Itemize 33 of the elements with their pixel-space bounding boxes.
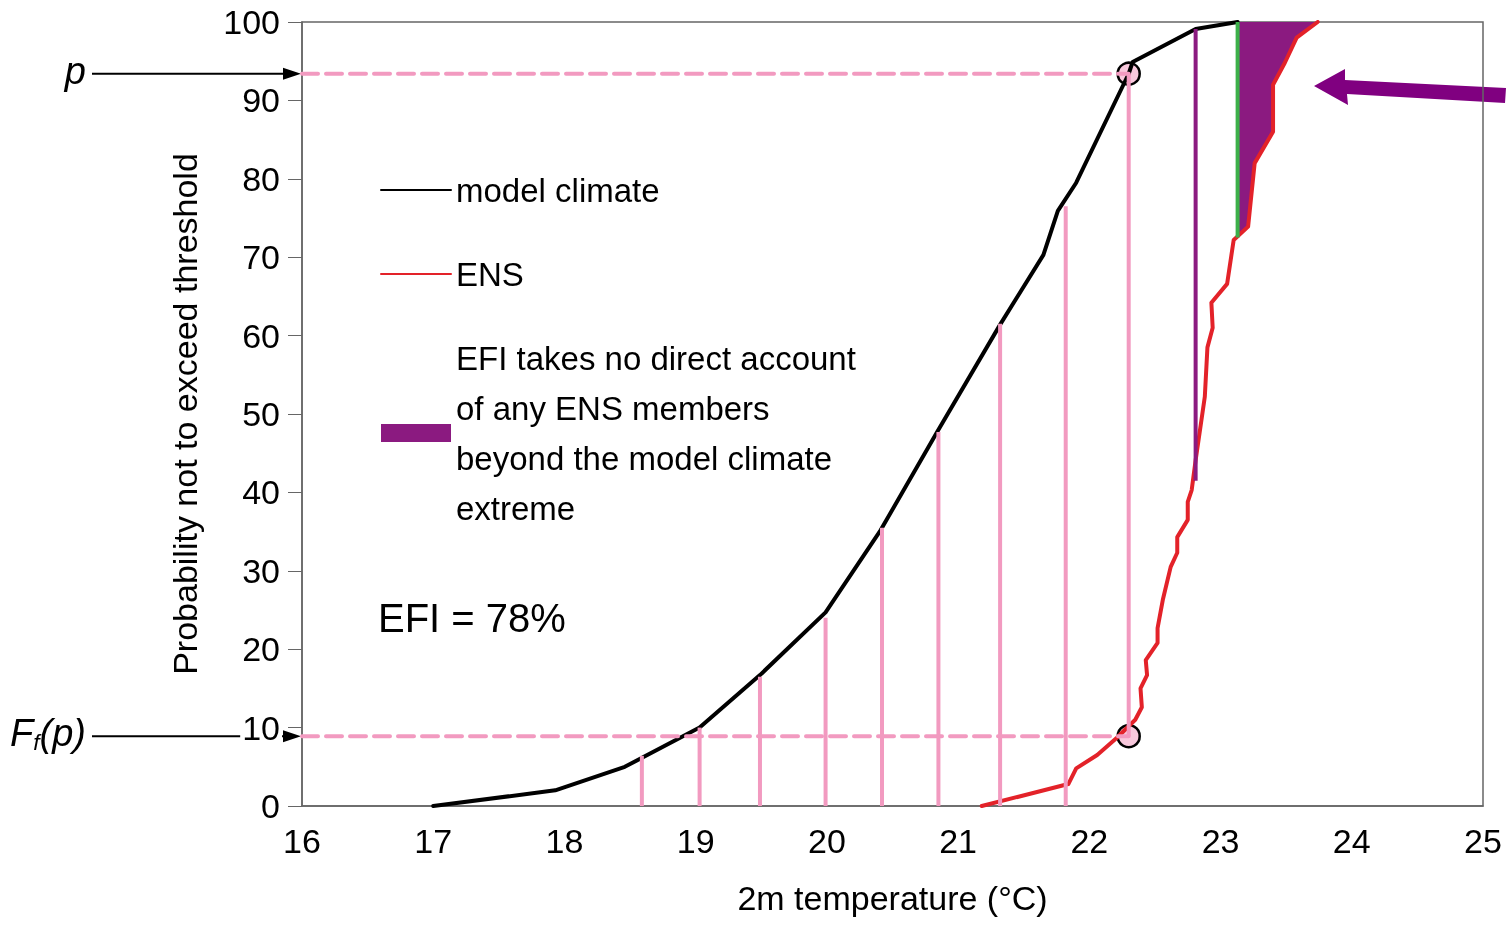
line-series: [979, 20, 1320, 808]
text: Ff(p): [10, 712, 87, 755]
y-tick-label: 70: [242, 238, 280, 277]
y-tick-label: 20: [242, 630, 280, 669]
legend-label: model climate: [456, 171, 660, 209]
x-tick-label: 16: [283, 822, 321, 860]
x-tick-label: 24: [1332, 822, 1371, 860]
y-tick-label: 40: [242, 473, 280, 512]
y-axis-title: Probability not to exceed threshold: [166, 153, 204, 675]
text: p: [63, 49, 87, 92]
y-tick-label: 80: [242, 159, 280, 198]
x-tick-label: 21: [939, 822, 978, 860]
y-tick-label: 30: [242, 551, 280, 590]
x-tick-label: 19: [676, 822, 715, 860]
annotation: EFI = 78%: [378, 596, 566, 640]
x-axis-title: 2m temperature (°C): [737, 879, 1048, 917]
y-tick-label: 60: [242, 316, 280, 355]
x-tick-label: 18: [545, 822, 584, 860]
legend-label: ENS: [456, 255, 524, 293]
x-tick-label: 22: [1070, 822, 1109, 860]
y-tick-label: 90: [242, 81, 280, 120]
bar: [1193, 29, 1198, 481]
bar: [1235, 22, 1240, 238]
y-tick-label: 100: [223, 3, 280, 41]
legend-label: EFI takes no direct account of any ENS members beyond the model climate extreme: [456, 339, 866, 527]
y-tick-label: 50: [242, 395, 280, 433]
x-tick-label: 20: [807, 822, 846, 860]
x-tick-label: 23: [1201, 822, 1240, 860]
x-tick-label: 25: [1464, 822, 1502, 860]
y-tick-label: 0: [261, 787, 280, 825]
y-tick-label: 10: [242, 708, 280, 747]
bar: [639, 755, 644, 806]
x-tick-label: 17: [414, 822, 453, 860]
